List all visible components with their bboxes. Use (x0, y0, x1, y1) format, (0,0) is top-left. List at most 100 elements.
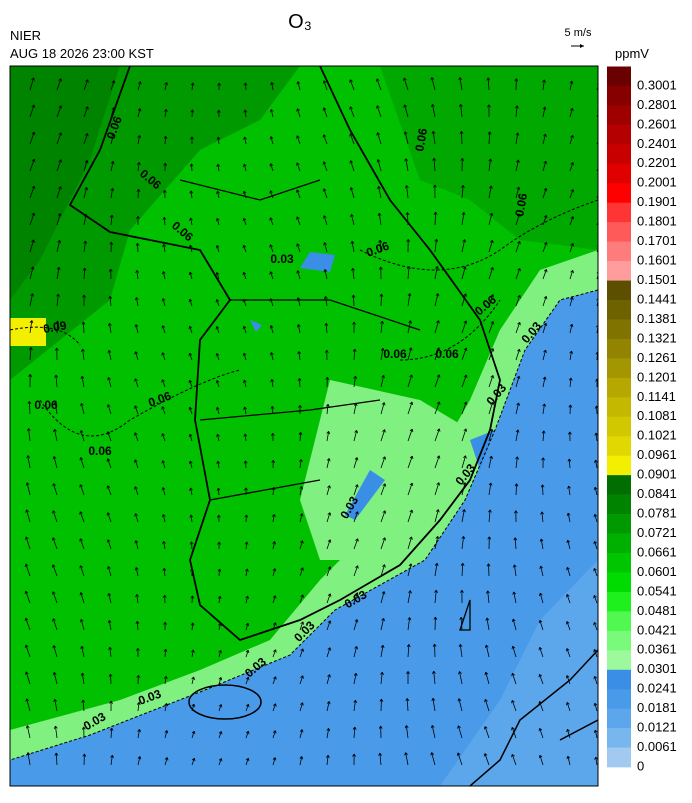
wind-arrow (406, 644, 411, 658)
wind-arrow (161, 325, 166, 334)
colorbar-label: 0.0181 (637, 700, 677, 715)
wind-arrow (215, 217, 220, 226)
wind-arrow (135, 594, 139, 604)
wind-arrow (487, 104, 491, 118)
jeju (188, 684, 262, 720)
reference-arrow-head (580, 44, 584, 48)
wind-arrow (243, 109, 248, 118)
wind-arrow (380, 429, 386, 442)
wind-arrow (56, 132, 63, 145)
wind-arrow (218, 677, 223, 685)
field-blue (10, 290, 598, 786)
wind-arrow (298, 459, 303, 469)
wind-arrow (271, 459, 276, 469)
wind-arrow (542, 376, 547, 388)
wind-arrow (376, 159, 382, 172)
wind-arrow (134, 432, 139, 442)
wind-arrow (29, 266, 35, 280)
colorbar-label: 0.2401 (637, 136, 677, 151)
wind-arrow (539, 565, 544, 577)
wind-arrow (161, 298, 166, 307)
wind-arrow (216, 487, 221, 496)
colorbar-swatch (607, 708, 631, 729)
wind-arrow (380, 456, 386, 469)
wind-arrow (434, 589, 438, 604)
wind-arrow (542, 295, 548, 307)
wind-arrow (404, 725, 409, 739)
wind-arrow (461, 509, 466, 523)
wind-arrow (353, 430, 358, 442)
wind-arrow (80, 672, 85, 685)
wind-arrow (593, 540, 598, 550)
wind-arrow (82, 294, 86, 307)
wind-arrow (378, 266, 383, 280)
wind-arrow (326, 593, 332, 604)
wind-arrow (326, 485, 331, 496)
wind-arrow (296, 162, 301, 172)
wind-arrow (106, 485, 112, 496)
wind-arrow (461, 293, 467, 307)
wind-arrow (542, 242, 548, 253)
wind-arrow (161, 271, 166, 280)
wind-arrow (458, 644, 463, 658)
wind-arrow (488, 455, 493, 469)
wind-arrow (353, 457, 359, 469)
wind-arrow (515, 375, 521, 388)
colorbar-swatch (607, 319, 631, 340)
wind-arrow (245, 595, 249, 604)
wind-arrow (542, 79, 546, 91)
wind-arrow (110, 187, 115, 199)
wind-arrow (378, 752, 382, 766)
wind-arrow (215, 245, 220, 253)
contour-label: 0.06 (88, 444, 112, 458)
colorbar-swatch (607, 144, 631, 165)
colorbar-swatch (607, 728, 631, 748)
wind-arrow (217, 541, 222, 550)
colorbar-swatch (607, 183, 631, 204)
wind-arrow (163, 162, 168, 172)
wind-arrow (538, 674, 544, 685)
wind-arrow (511, 618, 517, 631)
wind-arrow (161, 487, 166, 496)
wind-arrow (243, 136, 247, 145)
wind-arrow (299, 702, 304, 712)
wind-arrow (242, 271, 247, 280)
colorbar-label: 0.2601 (637, 116, 677, 131)
wind-arrow (380, 320, 384, 334)
wind-arrow (593, 595, 598, 604)
wind-arrow (403, 104, 409, 118)
wind-arrow (515, 456, 519, 469)
wind-arrow (488, 428, 494, 442)
wind-arrow (296, 297, 301, 307)
wind-arrow (189, 541, 194, 550)
map: 0.060.060.060.060.06 0.060.060.060.060.06… (10, 66, 598, 786)
colorbar-swatch (607, 163, 631, 184)
wind-arrow (164, 82, 169, 91)
wind-arrow (269, 109, 274, 118)
wind-arrow (326, 701, 331, 712)
wind-arrow (52, 618, 58, 631)
wind-arrow (434, 428, 441, 442)
wind-arrow (161, 352, 166, 361)
wind-arrow (54, 347, 59, 361)
wind-arrow (488, 375, 494, 388)
colorbar-swatch (607, 261, 631, 281)
wind-arrow (108, 646, 112, 658)
wind-arrow (488, 321, 495, 334)
wind-arrow (29, 77, 35, 91)
wind-arrow (324, 349, 329, 361)
wind-arrow (161, 379, 166, 388)
wind-arrow (488, 158, 493, 172)
wind-arrow (515, 321, 521, 334)
wind-arrow (29, 185, 36, 199)
province-border (179, 179, 421, 501)
wind-arrow (432, 157, 437, 172)
wind-arrow (326, 620, 332, 631)
colorbar-swatch (607, 650, 631, 671)
wind-arrow (163, 621, 167, 631)
wind-arrow (350, 240, 355, 253)
wind-arrow (434, 320, 440, 334)
wind-arrow (110, 161, 115, 172)
wind-arrow (163, 135, 168, 145)
